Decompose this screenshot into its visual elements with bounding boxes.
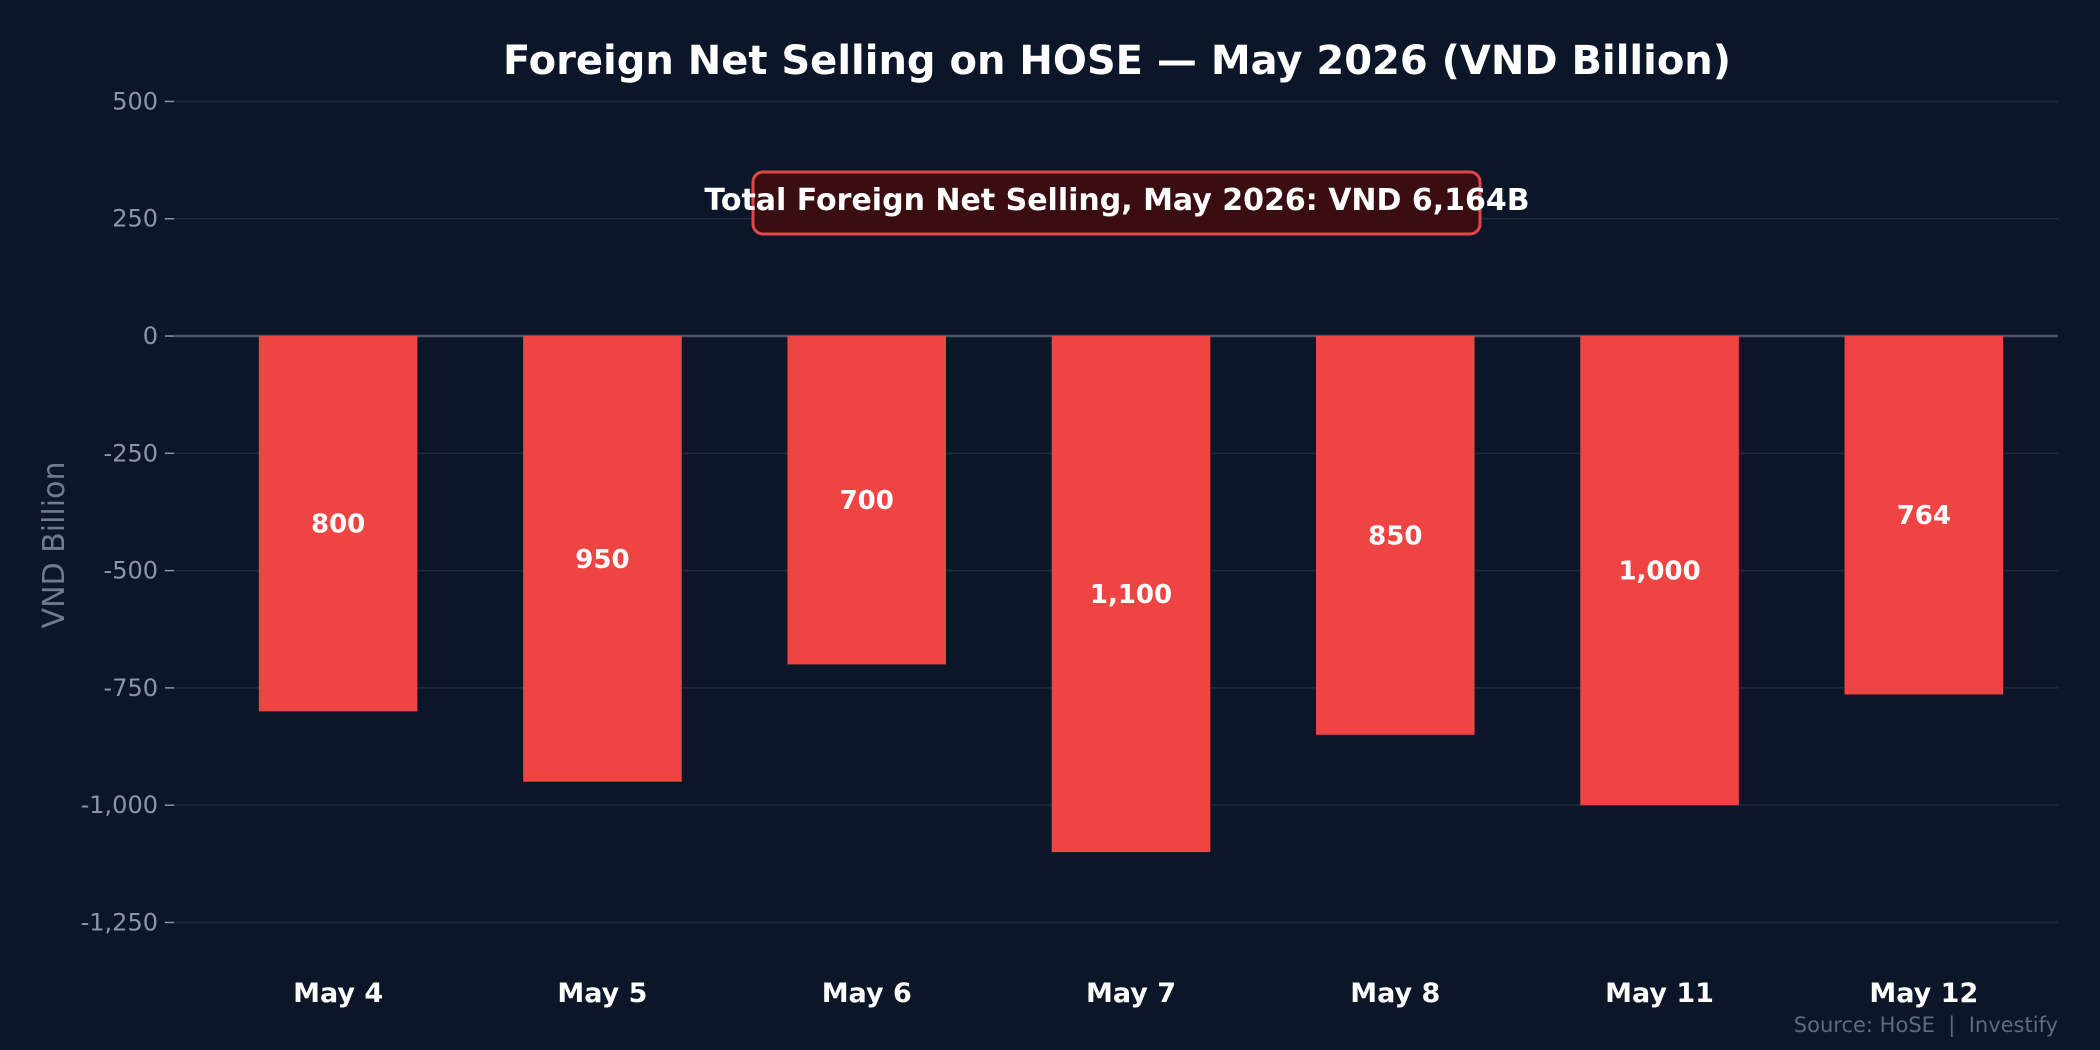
data-label: 1,000 [1618, 557, 1700, 587]
x-axis-ticks: May 4 May 5 May 6 May 7 May 8 May 11 May 12 [293, 978, 1978, 1009]
annotation-background [751, 170, 1482, 236]
bar[interactable] [523, 336, 682, 782]
annotation-text: Total Foreign Net Selling, May 2026: VND… [704, 183, 1529, 218]
y-tick-label: -1,000 [81, 791, 158, 819]
x-tick-label: May 4 [293, 978, 383, 1009]
y-tick-label: -1,250 [81, 908, 158, 936]
y-tick-label: -500 [104, 557, 158, 585]
bar[interactable] [787, 336, 946, 665]
y-tick-label: 250 [112, 205, 158, 233]
x-tick-label: May 7 [1086, 978, 1176, 1009]
bar[interactable] [258, 336, 418, 712]
annotation-box: Total Foreign Net Selling, May 2026: VND… [704, 170, 1530, 236]
bar[interactable] [1844, 336, 2004, 695]
y-tick-label: 500 [112, 87, 158, 115]
source-note: Source: HoSE | Investify [1794, 1013, 2058, 1038]
chart-title: Foreign Net Selling on HOSE — May 2026 (… [503, 38, 1731, 84]
x-tick-label: May 5 [557, 978, 647, 1009]
data-label: 950 [575, 545, 629, 575]
data-label: 800 [311, 510, 365, 540]
x-tick-label: May 12 [1869, 978, 1978, 1009]
data-label: 1,100 [1090, 580, 1172, 610]
bars [258, 336, 2004, 853]
bar[interactable] [1316, 336, 1475, 735]
y-tick-label: 0 [143, 322, 158, 350]
data-label: 764 [1897, 501, 1951, 531]
bar[interactable] [1580, 336, 1739, 806]
bar[interactable] [1051, 336, 1211, 853]
y-axis-ticks: 500 250 0 -250 -500 -750 -1,000 -1,250 [81, 87, 174, 936]
y-tick-label: -750 [104, 674, 158, 702]
y-axis-label: VND Billion [37, 462, 72, 629]
x-tick-label: May 11 [1605, 978, 1714, 1009]
data-labels: 800 950 700 1,100 850 1,000 764 [311, 486, 1951, 610]
data-label: 700 [840, 486, 894, 516]
x-tick-label: May 6 [822, 978, 912, 1009]
y-tick-label: -250 [104, 439, 158, 467]
x-tick-label: May 8 [1350, 978, 1440, 1009]
data-label: 850 [1368, 521, 1422, 551]
